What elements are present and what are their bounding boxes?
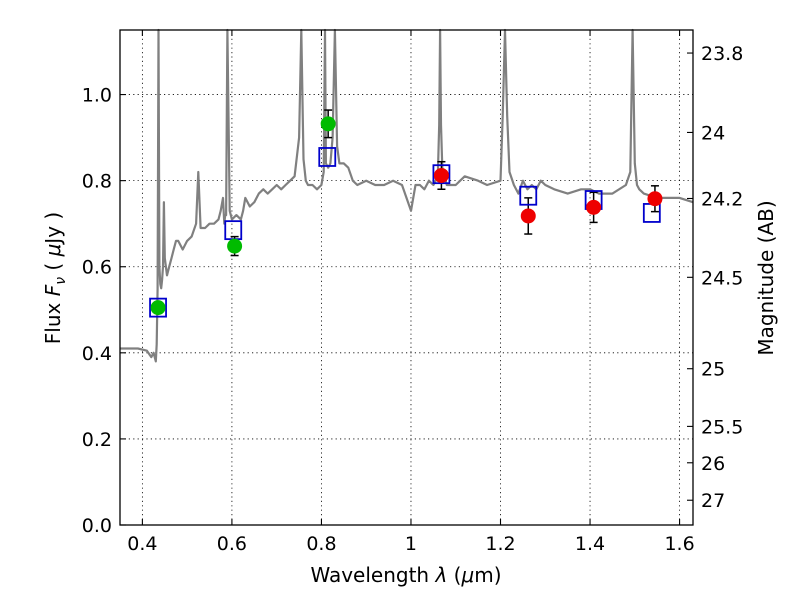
plot-frame bbox=[119, 29, 694, 526]
x-tick-label: 1.2 bbox=[485, 533, 515, 555]
magnitude-tick-label: 27 bbox=[701, 490, 725, 512]
x-tick-label: 1.4 bbox=[575, 533, 605, 555]
magnitude-tick-label: 25 bbox=[701, 359, 725, 381]
photometry-point bbox=[586, 199, 602, 215]
photometry-point bbox=[433, 167, 449, 183]
magnitude-tick-labels: 23.8 24 24.2 24.5 25 25.5 26 27 bbox=[701, 43, 743, 512]
magnitude-tick-label: 23.8 bbox=[701, 43, 743, 65]
photometry-point bbox=[320, 116, 336, 132]
y-tick-label: 1.0 bbox=[82, 85, 112, 107]
y-tick-label: 0.0 bbox=[82, 515, 112, 537]
x-tick-label: 0.4 bbox=[127, 533, 157, 555]
magnitude-tick-label: 25.5 bbox=[701, 416, 743, 438]
x-tick-label: 0.6 bbox=[217, 533, 247, 555]
ytick-labels: 0.0 0.2 0.4 0.6 0.8 1.0 bbox=[82, 85, 112, 537]
spectrum-line bbox=[120, 28, 694, 363]
y-tick-label: 0.6 bbox=[82, 257, 112, 279]
magnitude-tick-label: 24.2 bbox=[701, 188, 743, 210]
model-photometry-square bbox=[432, 164, 451, 185]
y-axis-title: Flux Fν ( μJy ) bbox=[41, 212, 69, 344]
grid bbox=[120, 30, 693, 526]
x-tick-label: 0.8 bbox=[306, 533, 336, 555]
xtick-labels: 0.4 0.6 0.8 1 1.2 1.4 1.6 bbox=[127, 533, 694, 555]
x-tick-label: 1 bbox=[405, 533, 417, 555]
photometry-point bbox=[227, 238, 243, 254]
y-tick-label: 0.4 bbox=[82, 343, 112, 365]
y-tick-label: 0.8 bbox=[82, 171, 112, 193]
x-tick-label: 1.6 bbox=[664, 533, 694, 555]
y-tick-label: 0.2 bbox=[82, 429, 112, 451]
model-photometry-square bbox=[149, 297, 167, 318]
magnitude-tick-label: 26 bbox=[701, 453, 725, 475]
square-layer bbox=[149, 147, 661, 318]
point-layer bbox=[150, 116, 663, 316]
magnitude-tick-label: 24 bbox=[701, 122, 725, 144]
x-axis-title: Wavelength λ (μm) bbox=[310, 563, 501, 587]
photometry-point bbox=[150, 300, 166, 316]
magnitude-tick-label: 24.5 bbox=[701, 267, 743, 289]
y2-axis-title: Magnitude (AB) bbox=[754, 200, 778, 355]
spectrum-layer bbox=[120, 28, 694, 363]
photometry-point bbox=[520, 208, 536, 224]
model-photometry-square bbox=[318, 147, 337, 167]
model-photometry-square bbox=[519, 185, 538, 206]
photometry-point bbox=[647, 191, 663, 207]
tick-layer bbox=[120, 30, 693, 526]
model-photometry-square bbox=[642, 203, 661, 223]
